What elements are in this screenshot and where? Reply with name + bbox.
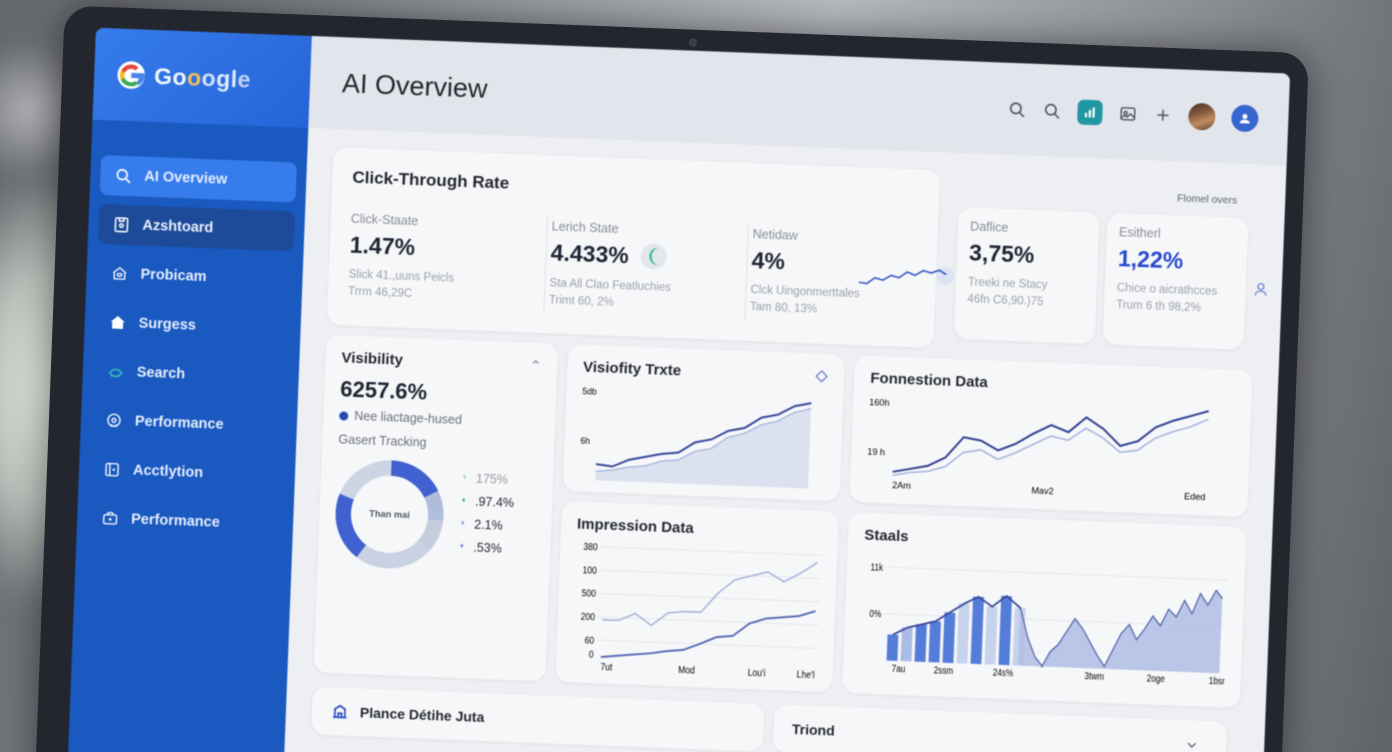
svg-text:100: 100 [582,565,597,576]
svg-text:Lou'i: Lou'i [747,668,765,679]
svg-text:500: 500 [581,588,596,599]
svg-text:380: 380 [583,542,598,553]
svg-text:7ut: 7ut [600,662,613,673]
svg-text:2Am: 2Am [892,480,911,491]
svg-text:24s%: 24s% [993,668,1014,680]
svg-text:0%: 0% [870,609,882,620]
svg-text:160h: 160h [869,398,890,409]
svg-text:Eded: Eded [1184,492,1206,503]
svg-text:1bsm: 1bsm [1209,676,1229,688]
svg-text:19 h: 19 h [867,447,885,458]
svg-text:11k: 11k [871,562,884,573]
svg-text:60: 60 [584,635,594,646]
svg-text:200: 200 [580,612,595,623]
svg-text:5db: 5db [582,386,597,397]
svg-text:Mav2: Mav2 [1031,486,1054,497]
svg-text:6h: 6h [580,435,590,446]
svg-text:2ssm: 2ssm [934,665,954,677]
svg-text:0: 0 [588,649,593,660]
svg-text:7au: 7au [892,664,906,675]
svg-text:Mod: Mod [678,665,695,676]
svg-text:Than mai: Than mai [369,509,410,521]
svg-text:2oge: 2oge [1147,673,1166,685]
svg-text:Lhe'l: Lhe'l [796,670,814,681]
svg-text:3twm: 3twm [1085,671,1105,683]
